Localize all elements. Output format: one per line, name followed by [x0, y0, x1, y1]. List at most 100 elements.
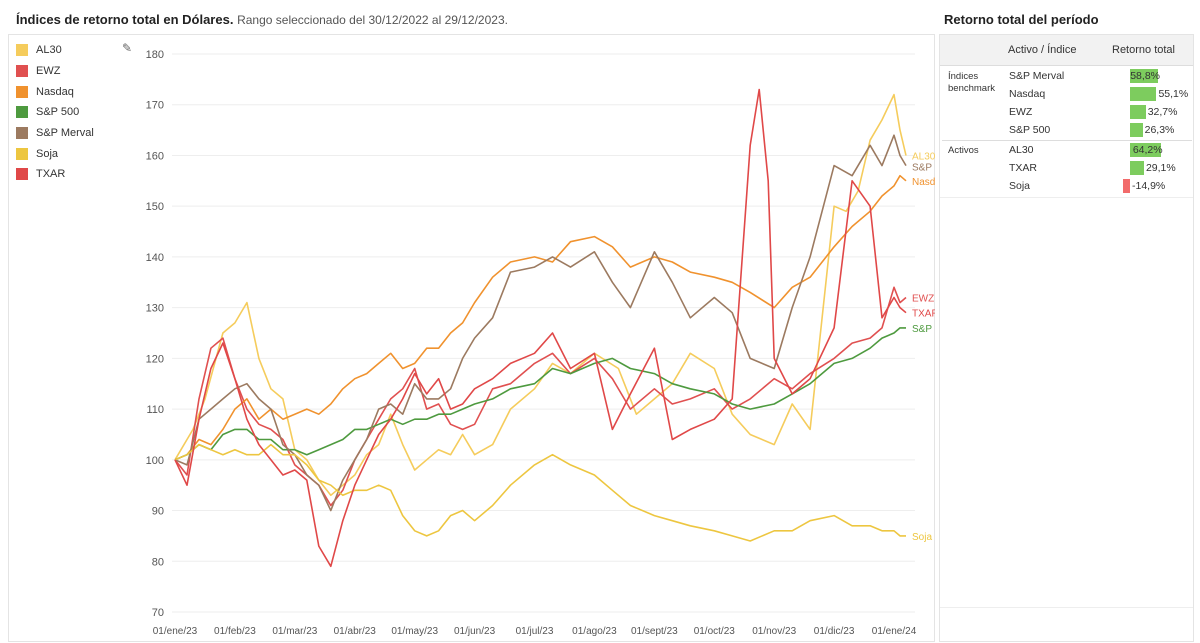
y-tick-label: 130 [146, 303, 164, 315]
legend: AL30 EWZ Nasdaq S&P 500 S&P Merval Soja … [16, 40, 131, 185]
y-tick-label: 110 [146, 404, 164, 416]
table-row[interactable]: S&P 500 26,3% [940, 121, 1193, 139]
x-tick-label: 01/may/23 [391, 626, 438, 637]
return-bar [1130, 87, 1157, 101]
legend-swatch [16, 85, 28, 98]
x-tick-label: 01/mar/23 [272, 626, 317, 637]
chart-subtitle: Rango seleccionado del 30/12/2022 al 29/… [237, 13, 508, 27]
series-end-label: S&P 500 [912, 324, 935, 335]
row-name: Nasdaq [1009, 88, 1046, 100]
legend-item-soja[interactable]: Soja [16, 143, 131, 164]
return-bar [1130, 161, 1144, 175]
table-row[interactable]: Nasdaq 55,1% [940, 85, 1193, 103]
return-value: 26,3% [1144, 124, 1175, 136]
legend-item-sp500[interactable]: S&P 500 [16, 102, 131, 123]
series-end-label: EWZ [912, 293, 934, 304]
series-line-nasdaq [174, 174, 907, 461]
x-tick-label: 01/jun/23 [454, 626, 496, 637]
table-header: Activo / Índice Retorno total [940, 35, 1193, 66]
y-tick-label: 80 [152, 556, 164, 568]
series-line-soja [174, 443, 906, 542]
y-tick-label: 70 [152, 607, 164, 619]
legend-swatch [16, 65, 28, 78]
legend-item-ewz[interactable]: EWZ [16, 61, 131, 82]
row-name: Soja [1009, 180, 1031, 192]
legend-label: EWZ [36, 65, 61, 78]
return-value: 55,1% [1158, 88, 1189, 100]
table-row[interactable]: TXAR 29,1% [940, 159, 1193, 177]
group-label-line: Activos [948, 145, 979, 156]
x-tick-label: 01/oct/23 [694, 626, 736, 637]
series-line-s-p-merval [174, 134, 907, 512]
series-line-s-p-500 [174, 327, 906, 461]
legend-swatch [16, 44, 28, 57]
y-tick-label: 100 [146, 455, 164, 467]
group-label-benchmark: Índices benchmark [948, 71, 995, 95]
x-tick-label: 01/abr/23 [334, 626, 377, 637]
table-row[interactable]: S&P Merval 58,8% [940, 67, 1193, 85]
table-row[interactable]: EWZ 32,7% [940, 103, 1193, 121]
legend-item-txar[interactable]: TXAR [16, 164, 131, 185]
return-value: 32,7% [1147, 106, 1178, 118]
line-chart: 70 80 90 100 110 120 130 140 150 160 170 180 01/ene/… [146, 49, 935, 637]
group-label-line: Índices [948, 71, 979, 82]
x-tick-label: 01/jul/23 [516, 626, 554, 637]
series-line-ewz [174, 286, 907, 507]
group-label-line: benchmark [948, 83, 995, 94]
series-end-label: AL30 [912, 151, 935, 162]
side-table-title: Retorno total del período [944, 12, 1099, 27]
y-tick-label: 170 [146, 100, 164, 112]
legend-label: Nasdaq [36, 85, 74, 98]
return-value: -14,9% [1132, 180, 1166, 192]
legend-item-sp-merval[interactable]: S&P Merval [16, 123, 131, 144]
chart-panel [8, 34, 935, 642]
pencil-icon[interactable]: ✎ [122, 41, 133, 55]
legend-swatch [16, 106, 28, 119]
return-value: 29,1% [1145, 162, 1176, 174]
table-footer-divider [940, 607, 1193, 608]
row-name: EWZ [1009, 106, 1033, 118]
return-bar [1130, 69, 1159, 83]
y-tick-label: 160 [146, 150, 164, 162]
legend-swatch [16, 147, 28, 160]
col-header-asset[interactable]: Activo / Índice [1008, 44, 1077, 56]
row-name: S&P Merval [1009, 70, 1065, 82]
legend-item-al30[interactable]: AL30 [16, 40, 131, 61]
legend-label: Soja [36, 147, 59, 160]
return-bar [1130, 143, 1161, 157]
series-line-txar [174, 88, 907, 568]
return-bar [1130, 123, 1143, 137]
legend-label: TXAR [36, 168, 66, 181]
x-tick-label: 01/dic/23 [814, 626, 855, 637]
table-bottom-divider [940, 197, 1193, 198]
row-name: AL30 [1009, 144, 1034, 156]
table-row[interactable]: Soja -14,9% [940, 177, 1193, 195]
series-end-label: S&P Merval [912, 162, 935, 173]
y-tick-label: 90 [152, 506, 164, 518]
side-table: Activo / Índice Retorno total Índices be… [939, 34, 1194, 642]
series-end-label: Nasdaq [912, 177, 935, 188]
y-tick-label: 180 [146, 49, 164, 61]
x-tick-label: 01/feb/23 [214, 626, 256, 637]
legend-swatch [16, 127, 28, 140]
legend-label: AL30 [36, 44, 62, 57]
row-name: S&P 500 [1009, 124, 1051, 136]
return-bar [1130, 105, 1146, 119]
return-bar [1122, 179, 1130, 193]
legend-label: S&P 500 [36, 106, 80, 119]
legend-swatch [16, 168, 28, 181]
series-line-al30 [174, 93, 907, 497]
return-value: 58,8% [1130, 70, 1160, 82]
x-tick-label: 01/ene/23 [153, 626, 198, 637]
y-tick-label: 120 [146, 353, 164, 365]
group-label-activos: Activos [948, 145, 979, 157]
row-name: TXAR [1009, 162, 1038, 174]
x-tick-label: 01/ene/24 [872, 626, 917, 637]
col-header-return[interactable]: Retorno total [1112, 44, 1175, 56]
chart-title-main: Índices de retorno total en Dólares. [16, 12, 234, 27]
x-tick-label: 01/nov/23 [752, 626, 796, 637]
table-row[interactable]: AL30 64,2% [940, 141, 1193, 159]
y-tick-label: 150 [146, 201, 164, 213]
legend-item-nasdaq[interactable]: Nasdaq [16, 81, 131, 102]
series-end-label: Soja [912, 532, 932, 543]
